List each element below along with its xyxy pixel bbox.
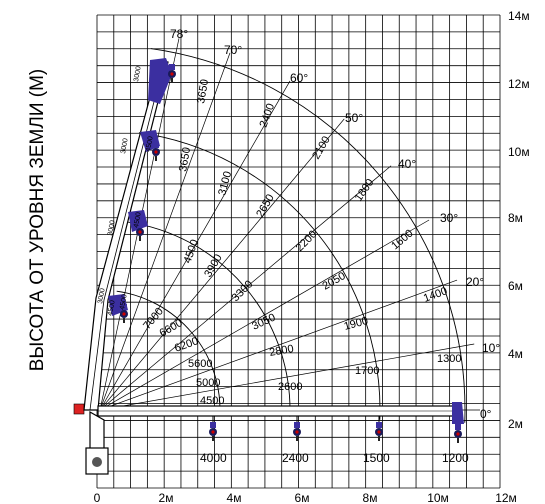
bottom-load-labels: 4000 2400 1500 1200 bbox=[200, 451, 469, 465]
angle-label: 0° bbox=[480, 407, 492, 421]
load-label: 2800 bbox=[268, 343, 294, 359]
x-tick-label: 10м bbox=[427, 491, 449, 504]
bottom-load-label: 4000 bbox=[200, 451, 227, 465]
y-tick-label: 12м bbox=[508, 77, 530, 91]
x-tick-labels: 0 2м 4м 6м 8м 10м 12м bbox=[94, 491, 517, 504]
angle-label: 40° bbox=[398, 157, 416, 171]
load-label: 2050 bbox=[321, 270, 348, 293]
load-label: 3050 bbox=[250, 311, 277, 332]
load-label: 2650 bbox=[254, 192, 277, 219]
angle-label: 78° bbox=[170, 27, 188, 41]
x-tick-label: 6м bbox=[295, 491, 310, 504]
angle-label: 70° bbox=[224, 43, 242, 57]
load-label: 1300 bbox=[437, 353, 461, 365]
load-label: 2600 bbox=[278, 381, 302, 393]
y-tick-label: 10м bbox=[508, 145, 530, 159]
load-label: 1700 bbox=[355, 365, 379, 377]
load-label: 1600 bbox=[389, 227, 415, 252]
load-label: 5000 bbox=[196, 377, 220, 389]
angle-label: 30° bbox=[440, 211, 458, 225]
y-tick-labels: 2м 4м 6м 8м 10м 12м 14м bbox=[508, 9, 530, 431]
load-label: 3900 bbox=[202, 252, 225, 279]
x-tick-label: 2м bbox=[159, 491, 174, 504]
boom-segment-label: 3000 bbox=[133, 66, 143, 83]
x-tick-label: 12м bbox=[495, 491, 517, 504]
y-axis-title: ВЫСОТА ОТ УРОВНЯ ЗЕМЛИ (М) bbox=[27, 69, 48, 372]
angle-label: 60° bbox=[290, 71, 308, 85]
bottom-load-label: 1500 bbox=[363, 451, 390, 465]
y-tick-label: 14м bbox=[508, 9, 530, 23]
load-label: 3300 bbox=[230, 278, 256, 304]
y-tick-label: 2м bbox=[508, 417, 523, 431]
load-label: 6200 bbox=[173, 335, 200, 355]
load-label: 4500 bbox=[200, 395, 224, 407]
x-tick-label: 4м bbox=[227, 491, 242, 504]
angle-label: 10° bbox=[482, 341, 500, 355]
x-tick-label: 0 bbox=[94, 491, 101, 504]
load-label: 2400 bbox=[258, 102, 278, 129]
load-label: 5600 bbox=[188, 358, 212, 370]
y-tick-label: 4м bbox=[508, 347, 523, 361]
angle-label: 50° bbox=[345, 111, 363, 125]
angle-label: 20° bbox=[466, 275, 484, 289]
boom-segment-label: 3000 bbox=[120, 138, 130, 155]
y-tick-label: 8м bbox=[508, 211, 523, 225]
x-tick-label: 8м bbox=[363, 491, 378, 504]
load-label: 2100 bbox=[310, 134, 333, 161]
bottom-load-label: 2400 bbox=[282, 451, 309, 465]
load-labels: 4500500056006200660070002600280030503300… bbox=[141, 78, 461, 407]
bottom-load-label: 1200 bbox=[442, 451, 469, 465]
y-tick-label: 6м bbox=[508, 279, 523, 293]
